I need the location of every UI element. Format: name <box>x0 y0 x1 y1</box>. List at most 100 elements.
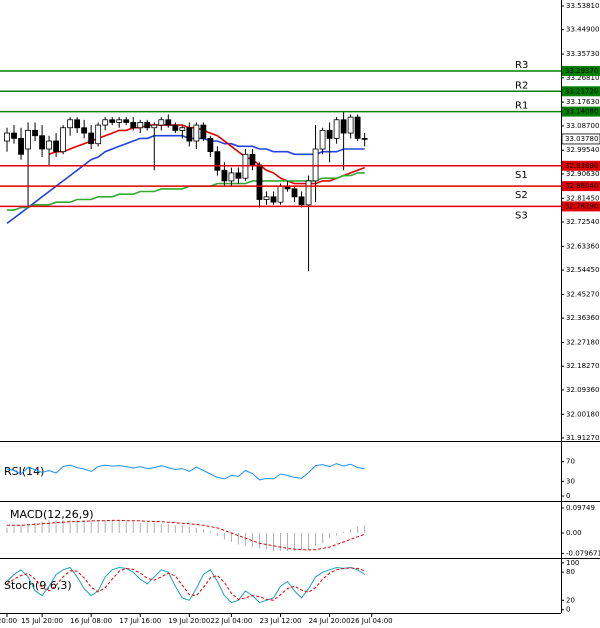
histogram-bar <box>146 522 148 533</box>
candle-body <box>263 196 270 200</box>
candle-body <box>11 132 17 139</box>
candle-body <box>200 124 207 139</box>
y-tick-label: 32.99540 <box>566 146 599 154</box>
candle-body <box>361 137 368 140</box>
histogram-bar <box>90 520 92 533</box>
histogram-bar <box>287 533 289 551</box>
histogram-bar <box>265 533 267 550</box>
histogram-bar <box>195 527 197 533</box>
level-price-box <box>562 201 600 212</box>
y-tick-label: 32.90630 <box>566 170 599 178</box>
candle-body <box>32 130 38 137</box>
candle-body <box>25 130 31 150</box>
indicator-line <box>7 172 365 211</box>
histogram-bar <box>202 529 204 533</box>
histogram-bar <box>48 520 50 533</box>
x-tick-label: 20:00 <box>0 617 17 625</box>
histogram-bar <box>125 521 127 533</box>
level-price-box <box>562 181 600 192</box>
candle-body <box>60 127 67 153</box>
histogram-bar <box>364 525 366 533</box>
y-tick-label: 32.09360 <box>566 386 599 394</box>
level-price-box <box>562 65 600 76</box>
y-tick-label: 0.00 <box>566 529 582 537</box>
candle-body <box>95 124 102 145</box>
candle-body <box>18 137 24 155</box>
candle-body <box>102 119 109 126</box>
indicator-line <box>48 124 365 185</box>
x-tick-label: 23 Jul 12:00 <box>260 617 302 625</box>
candle-body <box>270 196 277 203</box>
histogram-bar <box>34 522 36 533</box>
candle-body <box>235 172 242 179</box>
candle-body <box>291 188 298 198</box>
level-price-label: 33.14080 <box>565 108 598 116</box>
y-tick-label: 100 <box>566 559 579 567</box>
candle-body <box>130 122 137 129</box>
y-tick-label: 32.27180 <box>566 339 599 347</box>
level-name: R3 <box>515 60 528 71</box>
y-tick-label: 70 <box>566 458 575 466</box>
candle-body <box>39 135 45 150</box>
y-tick-label: 0 <box>566 606 570 614</box>
y-tick-label: 32.54450 <box>566 266 599 274</box>
candle-body <box>165 119 172 126</box>
x-tick-label: 16 Jul 08:00 <box>70 617 112 625</box>
candle-body <box>74 119 81 129</box>
y-tick-label: 33.17630 <box>566 98 599 106</box>
candle-body <box>207 137 214 153</box>
y-tick-label: 32.45270 <box>566 290 599 298</box>
candle-body <box>312 148 319 182</box>
x-tick-label: 24 Jul 20:00 <box>309 617 351 625</box>
candle-body <box>333 119 340 139</box>
y-tick-label: 32.63360 <box>566 242 599 250</box>
candle-body <box>326 130 333 139</box>
candle-body <box>214 151 221 171</box>
y-tick-label: 0 <box>566 492 570 500</box>
y-tick-label: 32.72540 <box>566 218 599 226</box>
histogram-bar <box>272 533 274 551</box>
indicator-line <box>6 463 365 481</box>
x-tick-label: 17 Jul 16:00 <box>119 617 161 625</box>
histogram-bar <box>181 525 183 533</box>
histogram-bar <box>244 533 246 546</box>
y-tick-label: 32.00180 <box>566 410 599 418</box>
y-tick-label: 32.36360 <box>566 314 599 322</box>
level-name: R2 <box>515 80 528 91</box>
candle-body <box>158 119 165 126</box>
candle-body <box>46 140 52 150</box>
level-price-box <box>562 106 600 117</box>
current-price-box <box>561 133 600 145</box>
candle-body <box>179 127 186 131</box>
histogram-bar <box>97 520 99 533</box>
candle-body <box>123 119 130 123</box>
candle-body <box>249 153 256 166</box>
y-tick-label: 20 <box>566 596 575 604</box>
histogram-bar <box>294 533 296 551</box>
y-tick-label: 33.44900 <box>566 26 599 34</box>
histogram-bar <box>153 522 155 533</box>
level-name: S3 <box>515 210 528 221</box>
candle-body <box>88 132 95 145</box>
y-tick-label: 33.26810 <box>566 74 599 82</box>
candle-body <box>354 116 361 139</box>
histogram-bar <box>216 533 218 536</box>
level-name: S2 <box>515 190 528 201</box>
x-tick-label: 22 Jul 04:00 <box>210 617 252 625</box>
histogram-bar <box>118 520 120 533</box>
candle-body <box>109 119 116 123</box>
y-tick-label: 31.91270 <box>566 434 599 442</box>
histogram-bar <box>350 529 352 533</box>
current-price-label: 33.03780 <box>565 135 598 143</box>
histogram-bar <box>343 531 345 533</box>
y-tick-label: 33.35730 <box>566 50 599 58</box>
histogram-bar <box>251 533 253 548</box>
candle-body <box>151 124 158 129</box>
y-tick-label: -0.079671 <box>566 549 600 557</box>
histogram-bar <box>20 525 22 533</box>
histogram-bar <box>258 533 260 549</box>
histogram-bar <box>139 522 141 533</box>
histogram-bar <box>167 524 169 533</box>
x-tick-label: 26 Jul 04:00 <box>351 617 393 625</box>
